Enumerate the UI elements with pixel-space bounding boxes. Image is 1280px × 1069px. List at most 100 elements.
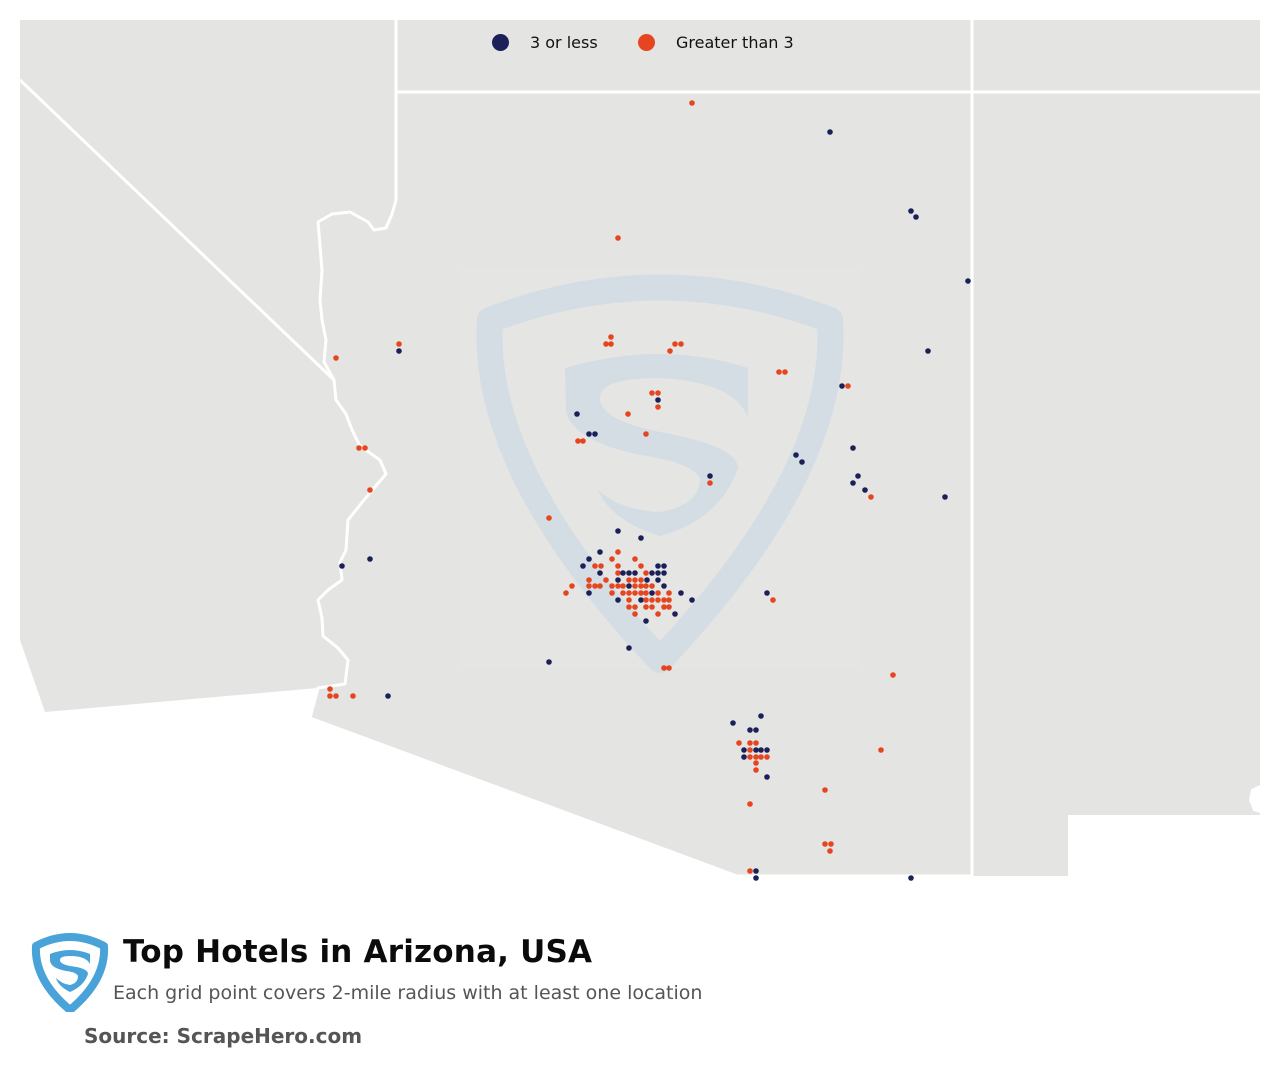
hotel-point-3-or-less — [661, 570, 667, 576]
hotel-point-3-or-less — [753, 875, 759, 881]
hotel-point-3-or-less — [672, 611, 678, 617]
hotel-point-greater-than-3 — [362, 445, 368, 451]
hotel-point-greater-than-3 — [615, 563, 621, 569]
hotel-point-greater-than-3 — [666, 665, 672, 671]
hotel-point-3-or-less — [764, 747, 770, 753]
hotel-points — [327, 100, 971, 881]
hotel-point-3-or-less — [592, 431, 598, 437]
hotel-point-greater-than-3 — [609, 590, 615, 596]
hotel-point-greater-than-3 — [649, 604, 655, 610]
hotel-point-3-or-less — [661, 583, 667, 589]
hotel-point-3-or-less — [793, 452, 799, 458]
hotel-point-3-or-less — [574, 411, 580, 417]
hotel-point-greater-than-3 — [758, 754, 764, 760]
hotel-point-3-or-less — [597, 549, 603, 555]
hotel-point-3-or-less — [644, 577, 650, 583]
hotel-point-3-or-less — [626, 645, 632, 651]
page-title: Top Hotels in Arizona, USA — [123, 934, 593, 970]
legend-item-low: 3 or less — [492, 33, 598, 52]
legend-dot-high-icon — [638, 34, 655, 51]
hotel-point-greater-than-3 — [350, 693, 356, 699]
hotel-point-greater-than-3 — [643, 583, 649, 589]
hotel-point-3-or-less — [753, 727, 759, 733]
hotel-point-greater-than-3 — [655, 404, 661, 410]
hotel-point-greater-than-3 — [598, 563, 604, 569]
hotel-point-greater-than-3 — [620, 583, 626, 589]
hotel-point-greater-than-3 — [632, 611, 638, 617]
texas-edge — [1248, 785, 1261, 813]
hotel-point-greater-than-3 — [776, 369, 782, 375]
legend: 3 or less Greater than 3 — [0, 28, 1280, 58]
hotel-point-3-or-less — [615, 528, 621, 534]
hotel-point-greater-than-3 — [608, 334, 614, 340]
hotel-point-3-or-less — [661, 563, 667, 569]
hotel-point-greater-than-3 — [609, 583, 615, 589]
hotel-point-3-or-less — [678, 590, 684, 596]
hotel-point-greater-than-3 — [649, 583, 655, 589]
hotel-point-3-or-less — [741, 747, 747, 753]
hotel-point-greater-than-3 — [643, 431, 649, 437]
hotel-point-greater-than-3 — [575, 438, 581, 444]
hotel-point-3-or-less — [339, 563, 345, 569]
hotel-point-greater-than-3 — [632, 590, 638, 596]
hotel-point-3-or-less — [741, 754, 747, 760]
scrapehero-watermark-icon — [460, 268, 860, 673]
hotel-point-greater-than-3 — [753, 760, 759, 766]
hotel-point-3-or-less — [862, 487, 868, 493]
hotel-point-greater-than-3 — [603, 577, 609, 583]
hotel-point-greater-than-3 — [747, 754, 753, 760]
hotel-point-greater-than-3 — [626, 590, 632, 596]
hotel-point-greater-than-3 — [643, 570, 649, 576]
hotel-point-3-or-less — [586, 556, 592, 562]
hotel-point-greater-than-3 — [736, 740, 742, 746]
hotel-point-3-or-less — [913, 214, 919, 220]
hotel-point-greater-than-3 — [747, 868, 753, 874]
hotel-point-3-or-less — [942, 494, 948, 500]
hotel-point-greater-than-3 — [655, 611, 661, 617]
hotel-point-3-or-less — [620, 570, 626, 576]
hotel-point-3-or-less — [649, 570, 655, 576]
source-text: Source: ScrapeHero.com — [84, 1024, 363, 1048]
hotel-point-greater-than-3 — [632, 556, 638, 562]
hotel-point-greater-than-3 — [396, 341, 402, 347]
state-map — [18, 18, 1261, 900]
hotel-point-greater-than-3 — [615, 549, 621, 555]
hotel-point-3-or-less — [850, 480, 856, 486]
hotel-point-3-or-less — [546, 659, 552, 665]
hotel-point-3-or-less — [689, 597, 695, 603]
hotel-point-greater-than-3 — [643, 597, 649, 603]
hotel-point-greater-than-3 — [608, 341, 614, 347]
hotel-point-greater-than-3 — [655, 597, 661, 603]
hotel-point-greater-than-3 — [333, 693, 339, 699]
hotel-point-greater-than-3 — [661, 665, 667, 671]
hotel-point-greater-than-3 — [822, 841, 828, 847]
hotel-point-greater-than-3 — [747, 747, 753, 753]
hotel-point-greater-than-3 — [667, 348, 673, 354]
hotel-point-3-or-less — [597, 570, 603, 576]
hotel-point-3-or-less — [632, 570, 638, 576]
legend-dot-low-icon — [492, 34, 509, 51]
hotel-point-greater-than-3 — [868, 494, 874, 500]
hotel-point-3-or-less — [586, 431, 592, 437]
hotel-point-greater-than-3 — [643, 590, 649, 596]
hotel-point-greater-than-3 — [666, 604, 672, 610]
footer: Top Hotels in Arizona, USA Each grid poi… — [0, 920, 1280, 1069]
hotel-point-3-or-less — [839, 383, 845, 389]
hotel-point-greater-than-3 — [689, 100, 695, 106]
hotel-point-greater-than-3 — [666, 597, 672, 603]
hotel-point-3-or-less — [730, 720, 736, 726]
hotel-point-greater-than-3 — [609, 556, 615, 562]
hotel-point-3-or-less — [758, 713, 764, 719]
hotel-point-3-or-less — [396, 348, 402, 354]
hotel-point-greater-than-3 — [586, 577, 592, 583]
hotel-point-greater-than-3 — [626, 577, 632, 583]
hotel-point-greater-than-3 — [333, 355, 339, 361]
hotel-point-greater-than-3 — [615, 570, 621, 576]
hotel-point-greater-than-3 — [626, 597, 632, 603]
hotel-point-greater-than-3 — [753, 740, 759, 746]
hotel-point-3-or-less — [655, 563, 661, 569]
hotel-point-greater-than-3 — [845, 383, 851, 389]
hotel-point-3-or-less — [626, 583, 632, 589]
hotel-point-3-or-less — [965, 278, 971, 284]
hotel-point-greater-than-3 — [632, 577, 638, 583]
